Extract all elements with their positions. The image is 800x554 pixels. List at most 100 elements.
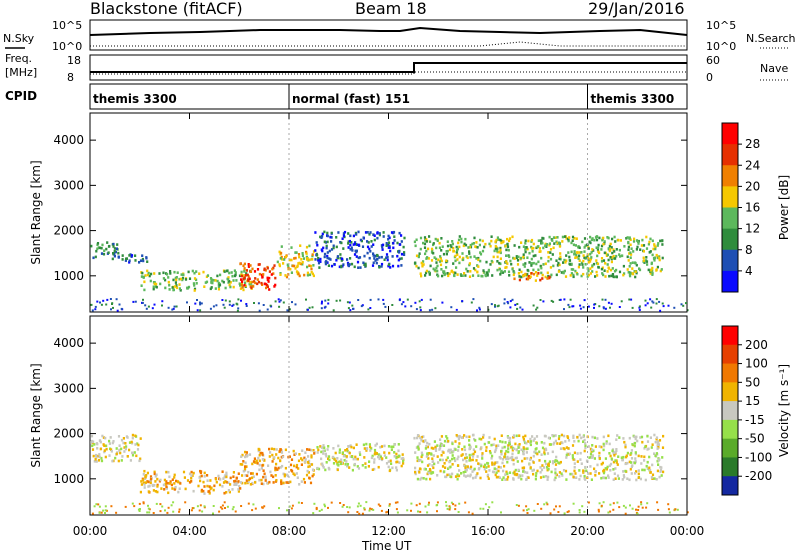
data-cell bbox=[363, 263, 366, 266]
data-cell bbox=[391, 255, 394, 258]
data-cell bbox=[454, 475, 458, 478]
data-cell bbox=[495, 238, 498, 242]
colorbar-tick-label: 20 bbox=[745, 179, 760, 193]
data-cell bbox=[532, 242, 535, 246]
data-cell bbox=[283, 258, 286, 261]
data-cell bbox=[458, 469, 461, 472]
data-cell bbox=[340, 458, 343, 462]
data-cell bbox=[377, 455, 380, 459]
data-cell bbox=[137, 508, 140, 511]
data-cell bbox=[552, 264, 555, 268]
data-cell bbox=[397, 443, 400, 446]
data-cell bbox=[439, 458, 442, 462]
data-cell bbox=[237, 307, 240, 310]
data-cell bbox=[174, 281, 177, 284]
data-cell bbox=[540, 507, 543, 510]
data-cell bbox=[593, 457, 596, 460]
noise-tick-top-right: 10^5 bbox=[706, 19, 736, 32]
data-cell bbox=[641, 468, 644, 472]
data-cell bbox=[162, 277, 165, 280]
data-cell bbox=[383, 451, 386, 454]
data-cell bbox=[347, 264, 350, 268]
data-cell bbox=[545, 245, 548, 248]
data-cell bbox=[415, 504, 418, 507]
data-cell bbox=[293, 264, 296, 268]
data-cell bbox=[187, 285, 191, 289]
data-cell bbox=[171, 286, 174, 289]
data-cell bbox=[245, 303, 248, 305]
data-cell bbox=[421, 460, 424, 464]
colorbar-segment bbox=[722, 476, 738, 496]
data-cell bbox=[629, 467, 632, 471]
data-cell bbox=[195, 282, 198, 285]
data-cell bbox=[465, 456, 468, 459]
data-cell bbox=[378, 266, 381, 269]
data-cell bbox=[507, 436, 510, 439]
data-cell bbox=[275, 453, 278, 456]
data-cell bbox=[282, 481, 285, 485]
data-cell bbox=[481, 454, 484, 457]
data-cell bbox=[521, 308, 524, 311]
data-cell bbox=[261, 276, 264, 279]
data-cell bbox=[192, 282, 195, 285]
data-cell bbox=[198, 476, 201, 479]
data-cell bbox=[169, 482, 172, 485]
data-cell bbox=[452, 450, 455, 453]
data-cell bbox=[460, 454, 463, 457]
data-cell bbox=[93, 505, 96, 508]
data-cell bbox=[543, 434, 546, 438]
data-cell bbox=[397, 258, 400, 262]
data-cell bbox=[482, 433, 485, 437]
data-cell bbox=[544, 244, 547, 247]
data-cell bbox=[100, 511, 103, 514]
data-cell bbox=[584, 465, 587, 469]
data-cell bbox=[167, 506, 170, 509]
data-cell bbox=[312, 250, 316, 253]
data-cell bbox=[270, 273, 273, 276]
data-cell bbox=[492, 470, 496, 474]
data-cell bbox=[210, 281, 213, 284]
data-cell bbox=[414, 470, 417, 474]
data-cell bbox=[297, 467, 300, 470]
data-cell bbox=[340, 265, 343, 269]
data-cell bbox=[527, 277, 530, 281]
data-cell bbox=[479, 507, 482, 510]
data-cell bbox=[305, 252, 308, 255]
data-cell bbox=[349, 248, 352, 251]
y-tick-label: 1000 bbox=[53, 472, 84, 486]
data-cell bbox=[199, 309, 202, 312]
data-cell bbox=[209, 479, 212, 482]
data-cell bbox=[551, 434, 554, 437]
data-cell bbox=[609, 454, 612, 458]
data-cell bbox=[305, 298, 307, 301]
data-cell bbox=[559, 460, 562, 464]
data-cell bbox=[573, 469, 576, 473]
data-cell bbox=[251, 462, 254, 466]
data-cell bbox=[526, 268, 529, 272]
data-cell bbox=[175, 286, 179, 290]
data-cell bbox=[659, 239, 662, 243]
data-cell bbox=[515, 504, 518, 506]
data-cell bbox=[172, 278, 175, 282]
data-cell bbox=[281, 464, 284, 468]
data-cell bbox=[607, 236, 610, 240]
y-tick-label: 4000 bbox=[53, 336, 84, 350]
data-cell bbox=[149, 479, 152, 482]
data-cell bbox=[143, 288, 146, 292]
data-cell bbox=[162, 271, 165, 275]
data-cell bbox=[475, 445, 478, 448]
data-cell bbox=[238, 484, 241, 488]
data-cell bbox=[228, 303, 231, 306]
data-cell bbox=[587, 501, 590, 504]
data-cell bbox=[431, 464, 434, 467]
data-cell bbox=[128, 261, 131, 264]
data-cell bbox=[525, 246, 528, 249]
data-cell bbox=[480, 464, 483, 468]
data-cell bbox=[602, 273, 605, 277]
data-cell bbox=[610, 457, 613, 461]
data-cell bbox=[227, 481, 230, 484]
data-cell bbox=[153, 472, 156, 476]
data-cell bbox=[480, 437, 483, 441]
data-cell bbox=[555, 455, 558, 459]
